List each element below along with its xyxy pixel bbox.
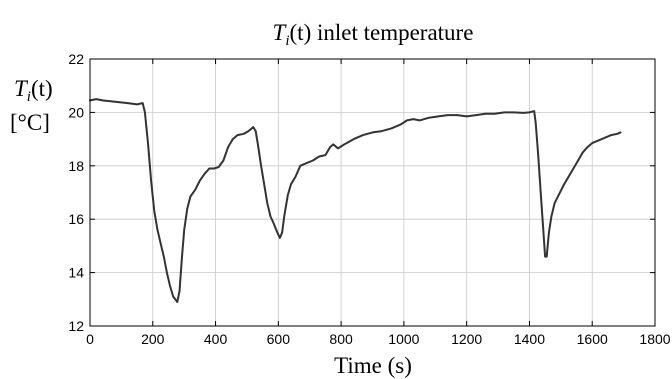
axis-ticks: 0 200 400 600 800 1000 1200 1400 1600 1800 12 14 16 1… xyxy=(68,51,670,347)
series-layer xyxy=(89,98,622,303)
x-axis-label: Time (s) xyxy=(334,353,412,378)
chart-title-rest: (t) inlet temperature xyxy=(290,20,474,45)
x-tick-label: 600 xyxy=(267,331,291,347)
y-tick-label: 16 xyxy=(68,211,84,227)
y-tick-label: 14 xyxy=(68,265,84,281)
chart-title-symbol: T xyxy=(273,20,288,45)
x-tick-label: 1200 xyxy=(451,331,482,347)
x-tick-label: 1400 xyxy=(514,331,545,347)
plot-frame xyxy=(89,58,656,327)
chart-title: Ti(t) inlet temperature xyxy=(273,20,474,49)
series-line xyxy=(89,98,622,303)
y-axis-label: Ti(t) xyxy=(14,76,53,105)
y-axis-label-symbol: T xyxy=(14,76,29,101)
y-axis-unit: [°C] xyxy=(10,110,50,135)
x-tick-label: 400 xyxy=(204,331,228,347)
x-tick-label: 800 xyxy=(329,331,353,347)
x-tick-label: 1000 xyxy=(388,331,419,347)
y-axis-label-rest: (t) xyxy=(31,76,53,101)
y-tick-label: 22 xyxy=(68,51,84,67)
grid xyxy=(90,59,655,326)
y-tick-label: 12 xyxy=(68,318,84,334)
y-axis-label-subscript: i xyxy=(27,89,31,105)
x-tick-label: 200 xyxy=(141,331,165,347)
x-tick-label: 1600 xyxy=(577,331,608,347)
x-tick-label: 0 xyxy=(86,331,94,347)
chart-title-subscript: i xyxy=(285,33,289,49)
x-tick-label: 1800 xyxy=(639,331,670,347)
y-tick-label: 20 xyxy=(68,104,84,120)
y-tick-label: 18 xyxy=(68,158,84,174)
